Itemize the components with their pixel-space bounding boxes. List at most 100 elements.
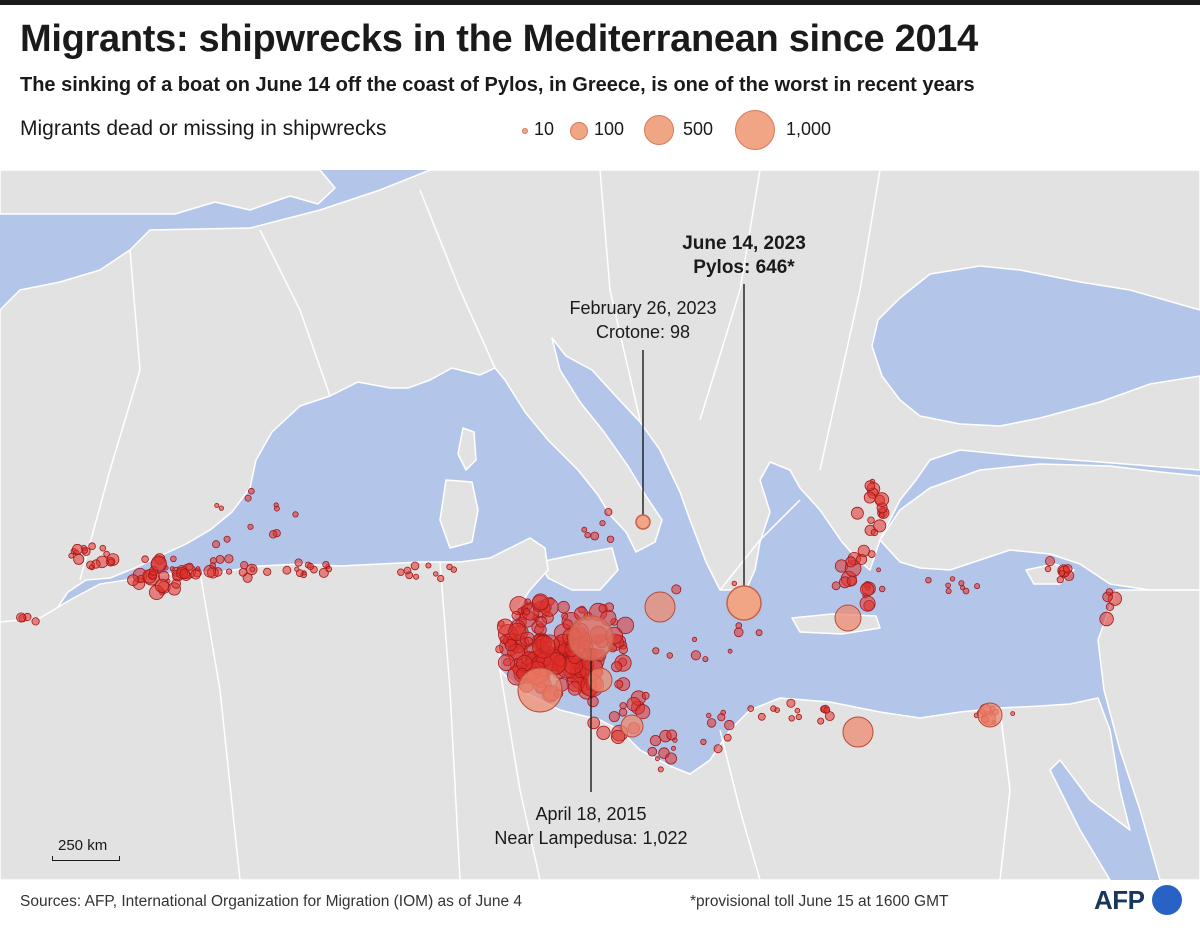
shipwreck-dot: [700, 738, 707, 746]
highlighted-wrecks: [568, 514, 762, 661]
shipwreck-dot: [103, 550, 110, 558]
shipwreck-dot: [169, 566, 175, 572]
legend-circle-500: [644, 115, 674, 145]
shipwreck-dot-large: [517, 667, 563, 713]
shipwreck-dot: [499, 635, 509, 645]
shipwreck-dot: [706, 712, 712, 719]
shipwreck-dot: [713, 744, 723, 754]
afp-logo-dot: [1152, 885, 1182, 915]
shipwreck-dot: [635, 704, 651, 720]
shipwreck-dot: [294, 566, 300, 572]
map[interactable]: [0, 170, 1200, 880]
shipwreck-dot: [755, 629, 763, 637]
shipwreck-dots: [16, 478, 1123, 773]
shipwreck-dot: [223, 535, 231, 543]
shipwreck-dot: [91, 559, 101, 569]
shipwreck-dot: [165, 578, 171, 584]
shipwreck-dot: [532, 593, 549, 611]
shipwreck-dot: [610, 729, 626, 745]
shipwreck-dot: [141, 555, 149, 564]
shipwreck-dot: [794, 707, 801, 714]
footer-note: *provisional toll June 15 at 1600 GMT: [690, 893, 949, 910]
shipwreck-dot: [244, 494, 252, 502]
shipwreck-dot: [269, 530, 278, 539]
shipwreck-dot: [945, 588, 952, 595]
annotation-lampedusa: April 18, 2015 Near Lampedusa: 1,022: [461, 802, 721, 850]
shipwreck-dot: [599, 520, 606, 527]
shipwreck-dot-large: [644, 591, 676, 623]
legend-circle-100: [570, 122, 588, 140]
legend-circle-1000: [735, 110, 775, 150]
shipwreck-dot: [611, 661, 623, 673]
shipwreck-dot: [831, 581, 841, 591]
shipwreck-dot: [107, 558, 115, 566]
highlight-crotone: [635, 514, 651, 530]
shipwreck-dot: [723, 733, 732, 742]
shipwreck-dot: [770, 705, 777, 712]
shipwreck-dot: [31, 617, 40, 626]
shipwreck-dot: [154, 578, 170, 593]
shipwreck-dot: [263, 567, 272, 576]
shipwreck-dot: [218, 505, 224, 511]
shipwreck-dot: [294, 558, 303, 567]
shipwreck-dot: [823, 706, 831, 714]
shipwreck-dot-large: [834, 604, 862, 632]
shipwreck-dot: [535, 615, 548, 628]
shipwreck-dot: [450, 566, 457, 573]
annotation-lampedusa-detail: Near Lampedusa: 1,022: [494, 828, 688, 848]
shipwreck-dot: [786, 698, 796, 708]
shipwreck-dot: [857, 544, 870, 557]
shipwreck-dot: [238, 567, 248, 577]
shipwreck-dot: [171, 578, 182, 589]
shipwreck-dot: [410, 561, 420, 571]
shipwreck-dot: [561, 612, 569, 620]
shipwreck-dot-large: [620, 714, 644, 738]
shipwreck-dot: [224, 554, 234, 564]
shipwreck-dot: [248, 487, 255, 495]
shipwreck-dot: [437, 574, 445, 583]
annotation-lampedusa-date: April 18, 2015: [535, 804, 647, 824]
legend-label-1000: 1,000: [786, 119, 832, 139]
shipwreck-dot: [1045, 556, 1056, 567]
shipwreck-dot: [209, 562, 216, 569]
shipwreck-dot: [691, 636, 698, 642]
annotation-pylos-date: June 14, 2023: [682, 233, 806, 254]
shipwreck-dot: [185, 562, 194, 571]
shipwreck-dot: [706, 718, 717, 728]
land-british-isles: [0, 170, 336, 215]
shipwreck-dot: [72, 543, 83, 555]
shipwreck-dot: [413, 573, 420, 580]
legend-circle-10: [522, 128, 528, 134]
shipwreck-dot: [226, 568, 233, 575]
shipwreck-dot: [874, 492, 890, 507]
shipwreck-dot: [504, 639, 517, 652]
scale-bar: [52, 856, 120, 861]
shipwreck-dot: [666, 652, 673, 659]
annotation-pylos: June 14, 2023 Pylos: 646*: [644, 232, 844, 280]
legend-label-10: 10: [534, 119, 555, 139]
shipwreck-dot: [1010, 711, 1016, 716]
shipwreck-dot: [727, 648, 733, 654]
shipwreck-dot: [581, 526, 588, 533]
shipwreck-dot: [590, 531, 600, 541]
shipwreck-dot: [495, 645, 504, 654]
shipwreck-dot: [945, 582, 951, 589]
shipwreck-dot: [403, 566, 412, 575]
shipwreck-dot: [249, 566, 256, 573]
legend-label-500: 500: [683, 119, 714, 139]
shipwreck-dot: [598, 603, 608, 613]
shipwreck-dot: [860, 582, 875, 597]
annotation-pylos-detail: Pylos: 646*: [693, 257, 795, 278]
shipwreck-dot: [88, 542, 96, 551]
land: [0, 170, 1200, 880]
shipwreck-dot: [724, 719, 735, 731]
shipwreck-dot: [282, 565, 292, 575]
shipwreck-dot-large: [587, 667, 613, 693]
shipwreck-dot: [567, 681, 582, 696]
shipwreck-dot: [73, 553, 85, 565]
scale-label: 250 km: [58, 837, 108, 854]
shipwreck-dot: [949, 576, 956, 582]
shipwreck-dot: [962, 587, 970, 595]
shipwreck-dot: [845, 556, 857, 568]
shipwreck-dot: [604, 507, 613, 516]
